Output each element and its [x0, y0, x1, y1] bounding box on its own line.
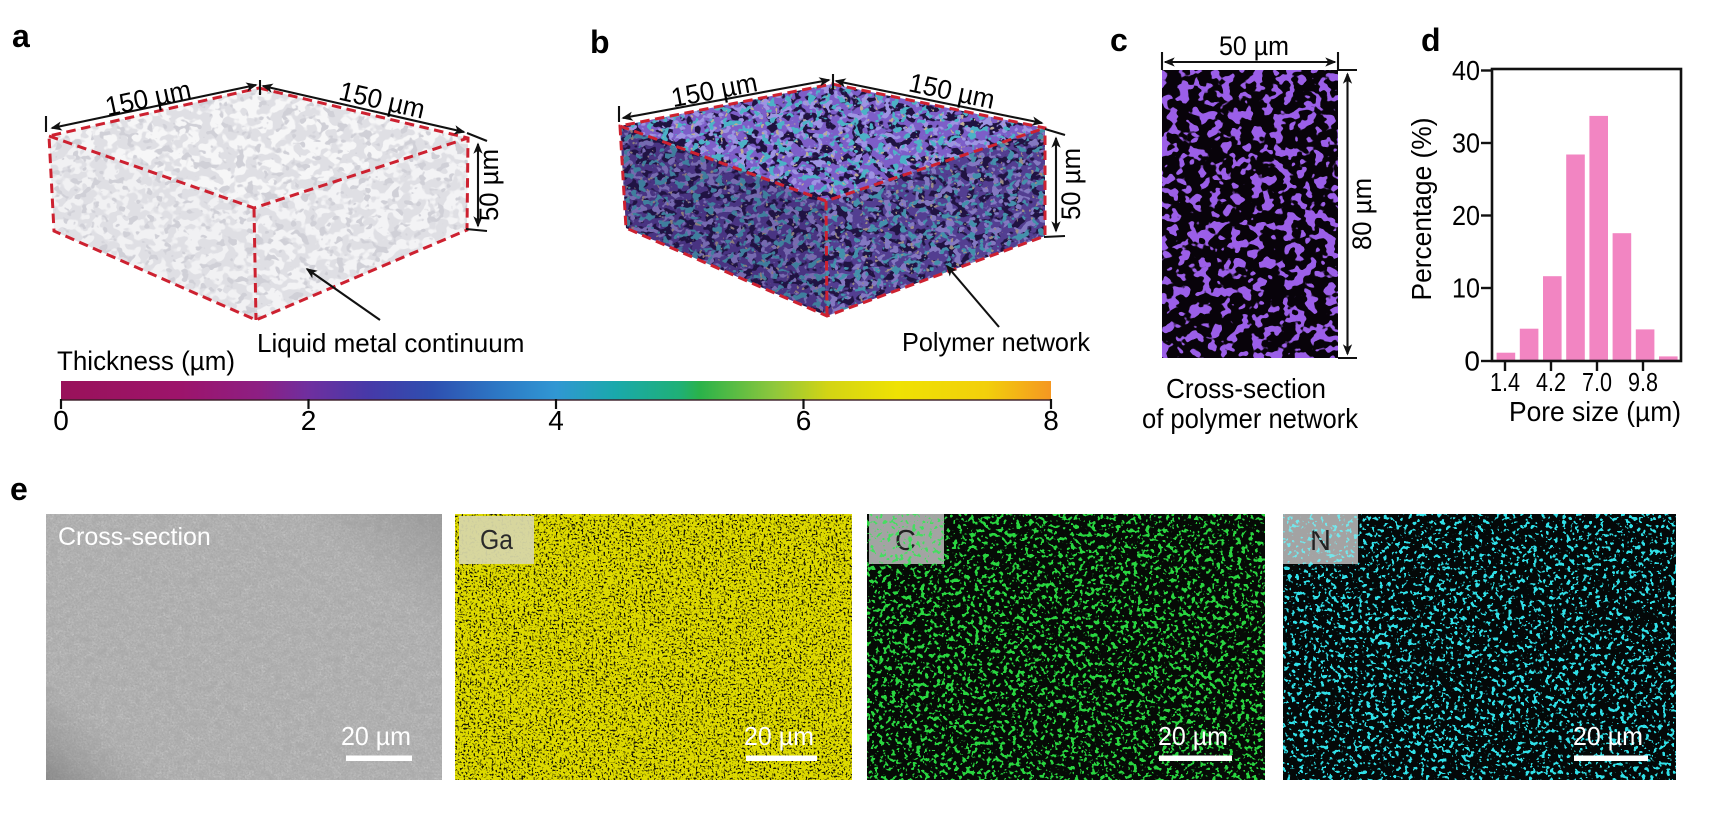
svg-text:0: 0: [53, 405, 69, 436]
svg-text:a: a: [12, 18, 30, 54]
svg-text:4: 4: [548, 405, 564, 436]
svg-text:2: 2: [301, 405, 317, 436]
svg-text:20 µm: 20 µm: [1573, 721, 1643, 751]
svg-text:e: e: [10, 471, 28, 507]
svg-text:40: 40: [1452, 55, 1480, 86]
svg-text:50 µm: 50 µm: [1219, 31, 1289, 61]
svg-text:50 µm: 50 µm: [474, 149, 504, 221]
svg-text:Percentage (%): Percentage (%): [1406, 118, 1437, 301]
svg-text:Thickness (µm): Thickness (µm): [57, 346, 235, 376]
svg-text:6: 6: [796, 405, 812, 436]
svg-text:20 µm: 20 µm: [341, 721, 411, 751]
svg-text:4.2: 4.2: [1536, 367, 1566, 397]
svg-text:80 µm: 80 µm: [1347, 178, 1377, 250]
svg-text:0: 0: [1464, 346, 1480, 377]
svg-text:Ga: Ga: [480, 524, 513, 555]
svg-text:30: 30: [1452, 128, 1480, 159]
svg-text:10: 10: [1452, 273, 1480, 304]
svg-text:20: 20: [1452, 200, 1480, 231]
svg-text:9.8: 9.8: [1628, 367, 1658, 397]
svg-text:d: d: [1421, 22, 1441, 58]
svg-text:b: b: [590, 24, 610, 60]
svg-text:1.4: 1.4: [1490, 367, 1520, 397]
svg-text:Polymer network: Polymer network: [902, 327, 1091, 357]
svg-text:20 µm: 20 µm: [1158, 721, 1228, 751]
svg-text:7.0: 7.0: [1582, 367, 1612, 397]
svg-text:Cross-section: Cross-section: [58, 523, 211, 551]
svg-text:Pore size (µm): Pore size (µm): [1509, 396, 1681, 427]
svg-text:50 µm: 50 µm: [1056, 148, 1086, 220]
svg-text:Liquid metal continuum: Liquid metal continuum: [257, 328, 524, 358]
svg-text:c: c: [1110, 22, 1128, 58]
svg-text:of polymer network: of polymer network: [1142, 403, 1359, 434]
svg-text:Cross-section: Cross-section: [1166, 373, 1326, 404]
svg-text:8: 8: [1043, 405, 1059, 436]
svg-text:20 µm: 20 µm: [744, 721, 814, 751]
